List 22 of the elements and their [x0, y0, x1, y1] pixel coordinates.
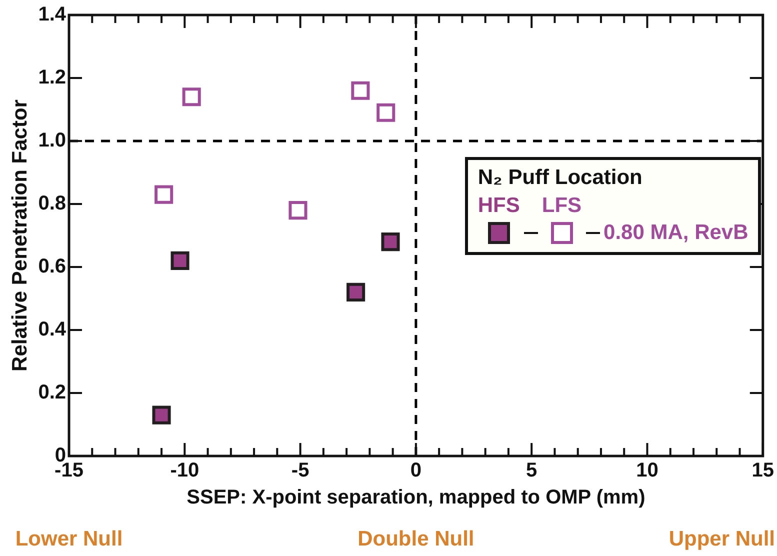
text: LFS [542, 192, 582, 218]
x-tick-label: 5 [526, 460, 538, 482]
y-tick-label: 0.6 [38, 256, 66, 278]
x-tick-label: -5 [291, 460, 310, 482]
y-tick-label: 0.2 [38, 382, 66, 404]
annotation: 0.80 MA, RevB [604, 220, 748, 246]
x-tick-label: 0 [410, 460, 422, 482]
text: Upper Null [668, 527, 776, 550]
legend-title: N₂ Puff Location [478, 164, 644, 190]
y-tick-label: 0.4 [38, 318, 67, 341]
x-tick-label: 15 [752, 460, 774, 482]
x-tick-label: -10 [170, 460, 200, 482]
y-tick-label: 1.2 [38, 66, 66, 89]
y-axis-title: Relative Penetration Factor [8, 100, 32, 372]
text: Lower Null [15, 527, 123, 550]
x-axis-title: SSEP: X-point separation, mapped to OMP (mm) [186, 486, 646, 509]
text: Double Null [358, 527, 474, 550]
y-tick-label: 0.8 [38, 192, 66, 215]
text: HFS [478, 192, 520, 218]
y-tick-label: 1.0 [38, 130, 66, 152]
x-tick-label: 10 [636, 460, 658, 482]
y-tick-label: 1.4 [38, 4, 67, 26]
